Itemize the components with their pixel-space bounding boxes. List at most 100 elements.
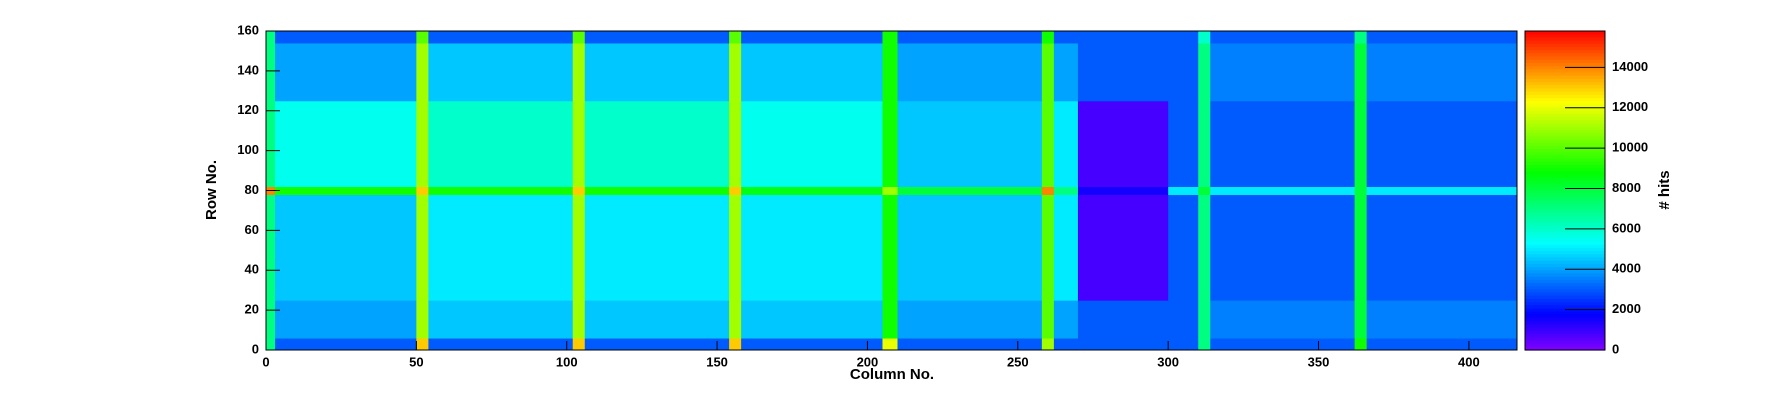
colorbar-segment <box>1525 56 1605 61</box>
colorbar-segment <box>1525 235 1605 239</box>
heatmap-cell <box>729 300 742 339</box>
colorbar-segment <box>1525 327 1605 332</box>
heatmap-cell <box>1210 194 1356 301</box>
colorbar-segment <box>1525 238 1605 243</box>
colorbar-segment <box>1525 193 1605 198</box>
y-axis-title: Row No. <box>203 160 220 220</box>
heatmap-cell <box>741 42 883 102</box>
colorbar-segment <box>1525 142 1605 147</box>
heatmap-cell <box>416 186 429 195</box>
colorbar-segment <box>1525 260 1605 265</box>
heatmap-cell <box>1053 300 1079 339</box>
heatmap-cell <box>275 100 417 188</box>
heatmap-cell <box>1354 100 1368 188</box>
colorbar-segment <box>1525 305 1605 310</box>
colorbar-segment <box>1525 113 1605 118</box>
heatmap-cell <box>275 186 417 195</box>
heatmap-cell <box>729 194 742 301</box>
y-tick-label: 80 <box>245 182 259 197</box>
colorbar-segment <box>1525 330 1605 335</box>
heatmap-cell <box>741 194 883 301</box>
colorbar-tick-label: 6000 <box>1612 220 1641 235</box>
colorbar-segment <box>1525 206 1605 211</box>
heatmap-cell <box>266 31 276 44</box>
heatmap-cell <box>882 194 899 301</box>
heatmap-cell <box>1053 42 1079 102</box>
colorbar-segment <box>1525 75 1605 80</box>
colorbar-segment <box>1525 155 1605 160</box>
colorbar-segment <box>1525 117 1605 121</box>
x-tick-label: 0 <box>262 354 269 369</box>
colorbar-segment <box>1525 340 1605 345</box>
heatmap-cell <box>1168 338 1199 351</box>
colorbar-segment <box>1525 88 1605 93</box>
colorbar-segment <box>1525 257 1605 262</box>
colorbar-segment <box>1525 254 1605 259</box>
heatmap-cell <box>1041 194 1055 301</box>
heatmap-cell <box>572 194 586 301</box>
heatmap-cell <box>1053 194 1079 301</box>
heatmap-cell <box>1168 300 1199 339</box>
colorbar-tick-label: 8000 <box>1612 180 1641 195</box>
colorbar-segment <box>1525 136 1605 141</box>
colorbar-segment <box>1525 196 1605 201</box>
heatmap-cell <box>729 42 742 102</box>
heatmap-cell <box>1041 100 1055 188</box>
heatmap-cell <box>584 42 730 102</box>
heatmap-cell <box>428 42 574 102</box>
heatmap-cell <box>897 338 1043 351</box>
heatmap-cell <box>275 338 417 351</box>
heatmap-cell <box>1210 31 1356 44</box>
heatmap-cell <box>266 338 276 351</box>
heatmap-cell <box>741 186 883 195</box>
colorbar-segment <box>1525 40 1605 45</box>
heatmap-cell <box>572 31 586 44</box>
colorbar-segment <box>1525 273 1605 278</box>
heatmap-cell <box>1041 186 1055 195</box>
colorbar-segment <box>1525 164 1605 169</box>
colorbar-segment <box>1525 62 1605 67</box>
heatmap-cell <box>416 31 429 44</box>
colorbar-segment <box>1525 308 1605 313</box>
colorbar-segment <box>1525 346 1605 351</box>
colorbar-segment <box>1525 289 1605 294</box>
x-axis-title: Column No. <box>850 366 934 383</box>
heatmap-cell <box>266 300 276 339</box>
heatmap-cell <box>1168 186 1199 195</box>
colorbar-title: # hits <box>1656 170 1673 209</box>
heatmap-cell <box>897 100 1043 188</box>
heatmap-cell <box>416 300 429 339</box>
colorbar-segment <box>1525 270 1605 275</box>
colorbar-segment <box>1525 216 1605 220</box>
colorbar-tick-label: 10000 <box>1612 140 1648 155</box>
heatmap-cell <box>275 194 417 301</box>
colorbar-segment <box>1525 251 1605 255</box>
colorbar-segment <box>1525 120 1605 125</box>
colorbar-segment <box>1525 94 1605 99</box>
x-tick-label: 400 <box>1458 354 1480 369</box>
heatmap-cell <box>882 31 899 44</box>
heatmap-cell <box>428 300 574 339</box>
colorbar-segment <box>1525 31 1605 35</box>
x-tick-label: 200 <box>857 354 879 369</box>
heatmap-cell <box>1168 42 1199 102</box>
heatmap-cell <box>741 31 883 44</box>
heatmap-cell <box>1198 42 1211 102</box>
heatmap-cell <box>1053 31 1079 44</box>
colorbar-segment <box>1525 302 1605 306</box>
colorbar-segment <box>1525 133 1605 137</box>
y-tick-label: 0 <box>252 341 259 356</box>
x-tick-label: 100 <box>556 354 578 369</box>
colorbar-segment <box>1525 200 1605 204</box>
heatmap-cell <box>897 194 1043 301</box>
colorbar-segment <box>1525 82 1605 86</box>
heatmap-cell <box>741 300 883 339</box>
heatmap-cell <box>428 194 574 301</box>
heatmap-cell <box>1354 42 1368 102</box>
heatmap-cell <box>572 100 586 188</box>
heatmap-cell <box>572 186 586 195</box>
y-tick-label: 40 <box>245 262 259 277</box>
colorbar-segment <box>1525 59 1605 64</box>
heatmap-cell <box>1077 42 1169 102</box>
colorbar-segment <box>1525 72 1605 77</box>
